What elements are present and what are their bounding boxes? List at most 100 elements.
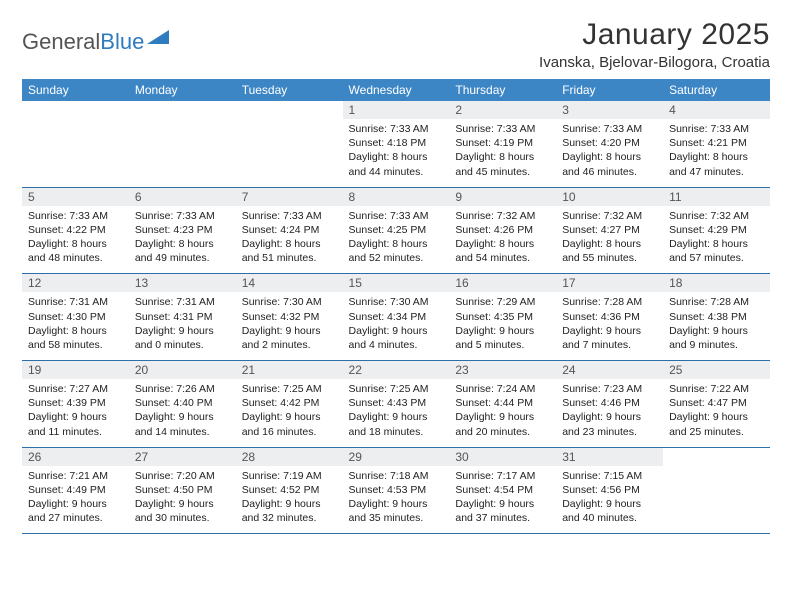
day-sunrise: Sunrise: 7:31 AM bbox=[135, 295, 230, 309]
day-body: Sunrise: 7:33 AMSunset: 4:25 PMDaylight:… bbox=[343, 206, 450, 274]
day-sunset: Sunset: 4:27 PM bbox=[562, 223, 657, 237]
day-sunset: Sunset: 4:56 PM bbox=[562, 483, 657, 497]
day-number: 25 bbox=[663, 361, 770, 379]
day-body: Sunrise: 7:32 AMSunset: 4:27 PMDaylight:… bbox=[556, 206, 663, 274]
day-sunset: Sunset: 4:46 PM bbox=[562, 396, 657, 410]
day-daylight2: and 23 minutes. bbox=[562, 425, 657, 439]
day-cell bbox=[236, 101, 343, 187]
day-cell: 31Sunrise: 7:15 AMSunset: 4:56 PMDayligh… bbox=[556, 447, 663, 534]
day-number: 9 bbox=[449, 188, 556, 206]
dayname: Sunday bbox=[22, 79, 129, 101]
day-body: Sunrise: 7:33 AMSunset: 4:21 PMDaylight:… bbox=[663, 119, 770, 187]
day-sunset: Sunset: 4:29 PM bbox=[669, 223, 764, 237]
day-sunset: Sunset: 4:32 PM bbox=[242, 310, 337, 324]
day-daylight2: and 46 minutes. bbox=[562, 165, 657, 179]
day-daylight2: and 32 minutes. bbox=[242, 511, 337, 525]
day-sunrise: Sunrise: 7:22 AM bbox=[669, 382, 764, 396]
title-block: January 2025 Ivanska, Bjelovar-Bilogora,… bbox=[539, 18, 770, 71]
day-cell: 4Sunrise: 7:33 AMSunset: 4:21 PMDaylight… bbox=[663, 101, 770, 187]
day-cell: 5Sunrise: 7:33 AMSunset: 4:22 PMDaylight… bbox=[22, 187, 129, 274]
day-sunset: Sunset: 4:36 PM bbox=[562, 310, 657, 324]
day-daylight2: and 4 minutes. bbox=[349, 338, 444, 352]
day-number: 3 bbox=[556, 101, 663, 119]
day-daylight1: Daylight: 9 hours bbox=[242, 497, 337, 511]
day-daylight1: Daylight: 9 hours bbox=[242, 324, 337, 338]
day-body: Sunrise: 7:33 AMSunset: 4:20 PMDaylight:… bbox=[556, 119, 663, 187]
dayname: Tuesday bbox=[236, 79, 343, 101]
day-daylight2: and 52 minutes. bbox=[349, 251, 444, 265]
day-sunrise: Sunrise: 7:30 AM bbox=[349, 295, 444, 309]
day-number: 6 bbox=[129, 188, 236, 206]
day-cell bbox=[129, 101, 236, 187]
day-cell: 20Sunrise: 7:26 AMSunset: 4:40 PMDayligh… bbox=[129, 361, 236, 448]
day-daylight1: Daylight: 9 hours bbox=[669, 410, 764, 424]
day-number: 29 bbox=[343, 448, 450, 466]
day-cell: 19Sunrise: 7:27 AMSunset: 4:39 PMDayligh… bbox=[22, 361, 129, 448]
day-cell: 3Sunrise: 7:33 AMSunset: 4:20 PMDaylight… bbox=[556, 101, 663, 187]
day-daylight1: Daylight: 8 hours bbox=[349, 237, 444, 251]
day-cell: 2Sunrise: 7:33 AMSunset: 4:19 PMDaylight… bbox=[449, 101, 556, 187]
day-body: Sunrise: 7:29 AMSunset: 4:35 PMDaylight:… bbox=[449, 292, 556, 360]
day-cell: 24Sunrise: 7:23 AMSunset: 4:46 PMDayligh… bbox=[556, 361, 663, 448]
day-body: Sunrise: 7:33 AMSunset: 4:23 PMDaylight:… bbox=[129, 206, 236, 274]
day-number: 19 bbox=[22, 361, 129, 379]
day-sunrise: Sunrise: 7:28 AM bbox=[669, 295, 764, 309]
dayname: Monday bbox=[129, 79, 236, 101]
day-body: Sunrise: 7:17 AMSunset: 4:54 PMDaylight:… bbox=[449, 466, 556, 534]
day-daylight2: and 20 minutes. bbox=[455, 425, 550, 439]
day-daylight1: Daylight: 9 hours bbox=[135, 324, 230, 338]
day-daylight1: Daylight: 9 hours bbox=[28, 497, 123, 511]
day-sunset: Sunset: 4:50 PM bbox=[135, 483, 230, 497]
day-daylight1: Daylight: 8 hours bbox=[669, 150, 764, 164]
day-daylight2: and 7 minutes. bbox=[562, 338, 657, 352]
day-body: Sunrise: 7:33 AMSunset: 4:24 PMDaylight:… bbox=[236, 206, 343, 274]
dayname: Wednesday bbox=[343, 79, 450, 101]
day-daylight1: Daylight: 8 hours bbox=[349, 150, 444, 164]
day-daylight1: Daylight: 9 hours bbox=[349, 497, 444, 511]
day-daylight1: Daylight: 9 hours bbox=[562, 410, 657, 424]
day-daylight1: Daylight: 9 hours bbox=[669, 324, 764, 338]
day-body: Sunrise: 7:32 AMSunset: 4:26 PMDaylight:… bbox=[449, 206, 556, 274]
day-sunset: Sunset: 4:31 PM bbox=[135, 310, 230, 324]
week-row: 5Sunrise: 7:33 AMSunset: 4:22 PMDaylight… bbox=[22, 187, 770, 274]
day-body: Sunrise: 7:33 AMSunset: 4:22 PMDaylight:… bbox=[22, 206, 129, 274]
day-daylight2: and 25 minutes. bbox=[669, 425, 764, 439]
day-body: Sunrise: 7:30 AMSunset: 4:34 PMDaylight:… bbox=[343, 292, 450, 360]
day-daylight1: Daylight: 9 hours bbox=[562, 497, 657, 511]
day-body: Sunrise: 7:18 AMSunset: 4:53 PMDaylight:… bbox=[343, 466, 450, 534]
day-daylight2: and 9 minutes. bbox=[669, 338, 764, 352]
day-body: Sunrise: 7:26 AMSunset: 4:40 PMDaylight:… bbox=[129, 379, 236, 447]
day-sunrise: Sunrise: 7:31 AM bbox=[28, 295, 123, 309]
day-cell: 27Sunrise: 7:20 AMSunset: 4:50 PMDayligh… bbox=[129, 447, 236, 534]
day-sunrise: Sunrise: 7:32 AM bbox=[455, 209, 550, 223]
day-number: 31 bbox=[556, 448, 663, 466]
week-row: 19Sunrise: 7:27 AMSunset: 4:39 PMDayligh… bbox=[22, 361, 770, 448]
day-daylight1: Daylight: 8 hours bbox=[669, 237, 764, 251]
day-daylight2: and 45 minutes. bbox=[455, 165, 550, 179]
day-daylight2: and 49 minutes. bbox=[135, 251, 230, 265]
day-daylight1: Daylight: 9 hours bbox=[562, 324, 657, 338]
day-cell: 21Sunrise: 7:25 AMSunset: 4:42 PMDayligh… bbox=[236, 361, 343, 448]
day-number: 26 bbox=[22, 448, 129, 466]
day-daylight2: and 27 minutes. bbox=[28, 511, 123, 525]
day-daylight1: Daylight: 8 hours bbox=[562, 150, 657, 164]
day-number: 8 bbox=[343, 188, 450, 206]
day-sunrise: Sunrise: 7:33 AM bbox=[349, 122, 444, 136]
day-daylight2: and 37 minutes. bbox=[455, 511, 550, 525]
day-daylight2: and 55 minutes. bbox=[562, 251, 657, 265]
day-sunset: Sunset: 4:43 PM bbox=[349, 396, 444, 410]
day-daylight2: and 48 minutes. bbox=[28, 251, 123, 265]
day-number: 16 bbox=[449, 274, 556, 292]
day-number: 1 bbox=[343, 101, 450, 119]
day-cell: 13Sunrise: 7:31 AMSunset: 4:31 PMDayligh… bbox=[129, 274, 236, 361]
day-cell: 17Sunrise: 7:28 AMSunset: 4:36 PMDayligh… bbox=[556, 274, 663, 361]
day-daylight1: Daylight: 8 hours bbox=[28, 324, 123, 338]
day-cell: 9Sunrise: 7:32 AMSunset: 4:26 PMDaylight… bbox=[449, 187, 556, 274]
day-sunrise: Sunrise: 7:33 AM bbox=[562, 122, 657, 136]
day-sunrise: Sunrise: 7:24 AM bbox=[455, 382, 550, 396]
day-body: Sunrise: 7:33 AMSunset: 4:18 PMDaylight:… bbox=[343, 119, 450, 187]
day-body: Sunrise: 7:15 AMSunset: 4:56 PMDaylight:… bbox=[556, 466, 663, 534]
day-daylight1: Daylight: 9 hours bbox=[455, 497, 550, 511]
brand-part2: Blue bbox=[100, 29, 144, 55]
day-sunrise: Sunrise: 7:32 AM bbox=[669, 209, 764, 223]
